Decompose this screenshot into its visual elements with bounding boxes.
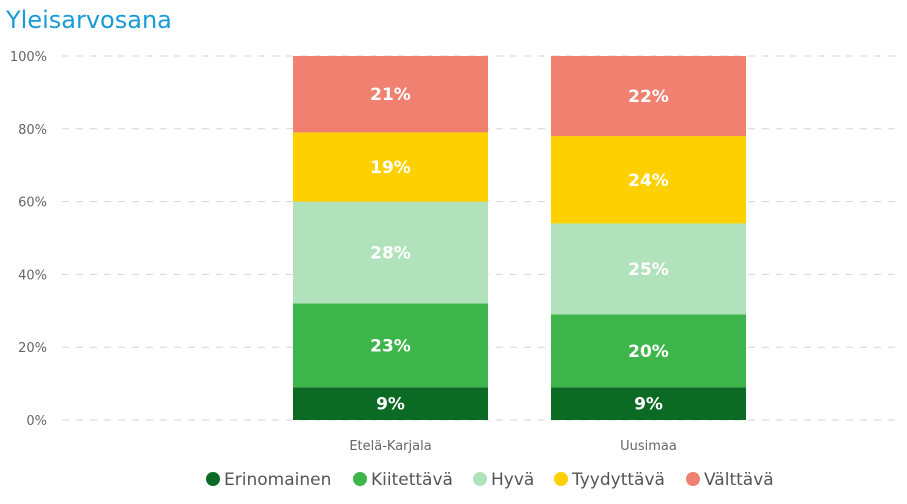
legend-item: Tyydyttävä	[554, 470, 665, 490]
legend-item: Välttävä	[686, 470, 774, 490]
data-label: 24%	[628, 171, 669, 191]
bar-segment	[551, 223, 746, 315]
legend-swatch	[554, 472, 568, 486]
bar-segment	[293, 303, 488, 388]
bar-segment	[551, 314, 746, 388]
bar-segment	[293, 56, 488, 133]
data-label: 22%	[628, 87, 669, 107]
y-tick-label: 40%	[18, 268, 47, 283]
legend-swatch	[206, 472, 220, 486]
y-axis: 0% 20% 40% 60% 80% 100%	[10, 50, 47, 429]
legend-label: Kiitettävä	[371, 470, 453, 490]
bar-segment	[293, 201, 488, 304]
legend-label: Hyvä	[491, 470, 534, 490]
data-label: 21%	[370, 85, 411, 105]
data-label: 9%	[634, 395, 663, 415]
bar-segment	[551, 136, 746, 224]
data-label: 23%	[370, 336, 411, 356]
x-category-label: Etelä-Karjala	[349, 439, 431, 454]
bar-stack: 9% 20% 25% 24% 22%	[551, 56, 746, 420]
data-label: 20%	[628, 342, 669, 362]
data-label: 28%	[370, 244, 411, 264]
bar-segment	[551, 387, 746, 420]
y-tick-label: 0%	[26, 414, 47, 429]
y-tick-label: 80%	[18, 123, 47, 138]
x-axis: Etelä-Karjala Uusimaa	[349, 439, 677, 454]
legend-item: Kiitettävä	[353, 470, 453, 490]
legend-swatch	[686, 472, 700, 486]
bar-segment	[293, 387, 488, 420]
y-tick-label: 100%	[10, 50, 47, 65]
bar-segment	[551, 56, 746, 137]
legend-swatch	[353, 472, 367, 486]
data-label: 25%	[628, 260, 669, 280]
legend: Erinomainen Kiitettävä Hyvä Tyydyttävä Vältt…	[206, 470, 774, 490]
legend-item: Hyvä	[473, 470, 534, 490]
x-category-label: Uusimaa	[620, 439, 677, 454]
bar-stack: 9% 23% 28% 19% 21%	[293, 56, 488, 420]
legend-label: Erinomainen	[224, 470, 331, 490]
legend-swatch	[473, 472, 487, 486]
legend-label: Tyydyttävä	[571, 470, 665, 490]
bar-segment	[293, 132, 488, 202]
legend-item: Erinomainen	[206, 470, 331, 490]
bars: 9% 23% 28% 19% 21% 9% 20% 25% 24% 22%	[293, 56, 746, 420]
data-label: 19%	[370, 158, 411, 178]
data-label: 9%	[376, 395, 405, 415]
chart-title: Yleisarvosana	[5, 6, 172, 34]
y-tick-label: 20%	[18, 341, 47, 356]
y-tick-label: 60%	[18, 196, 47, 211]
legend-label: Välttävä	[704, 470, 774, 490]
